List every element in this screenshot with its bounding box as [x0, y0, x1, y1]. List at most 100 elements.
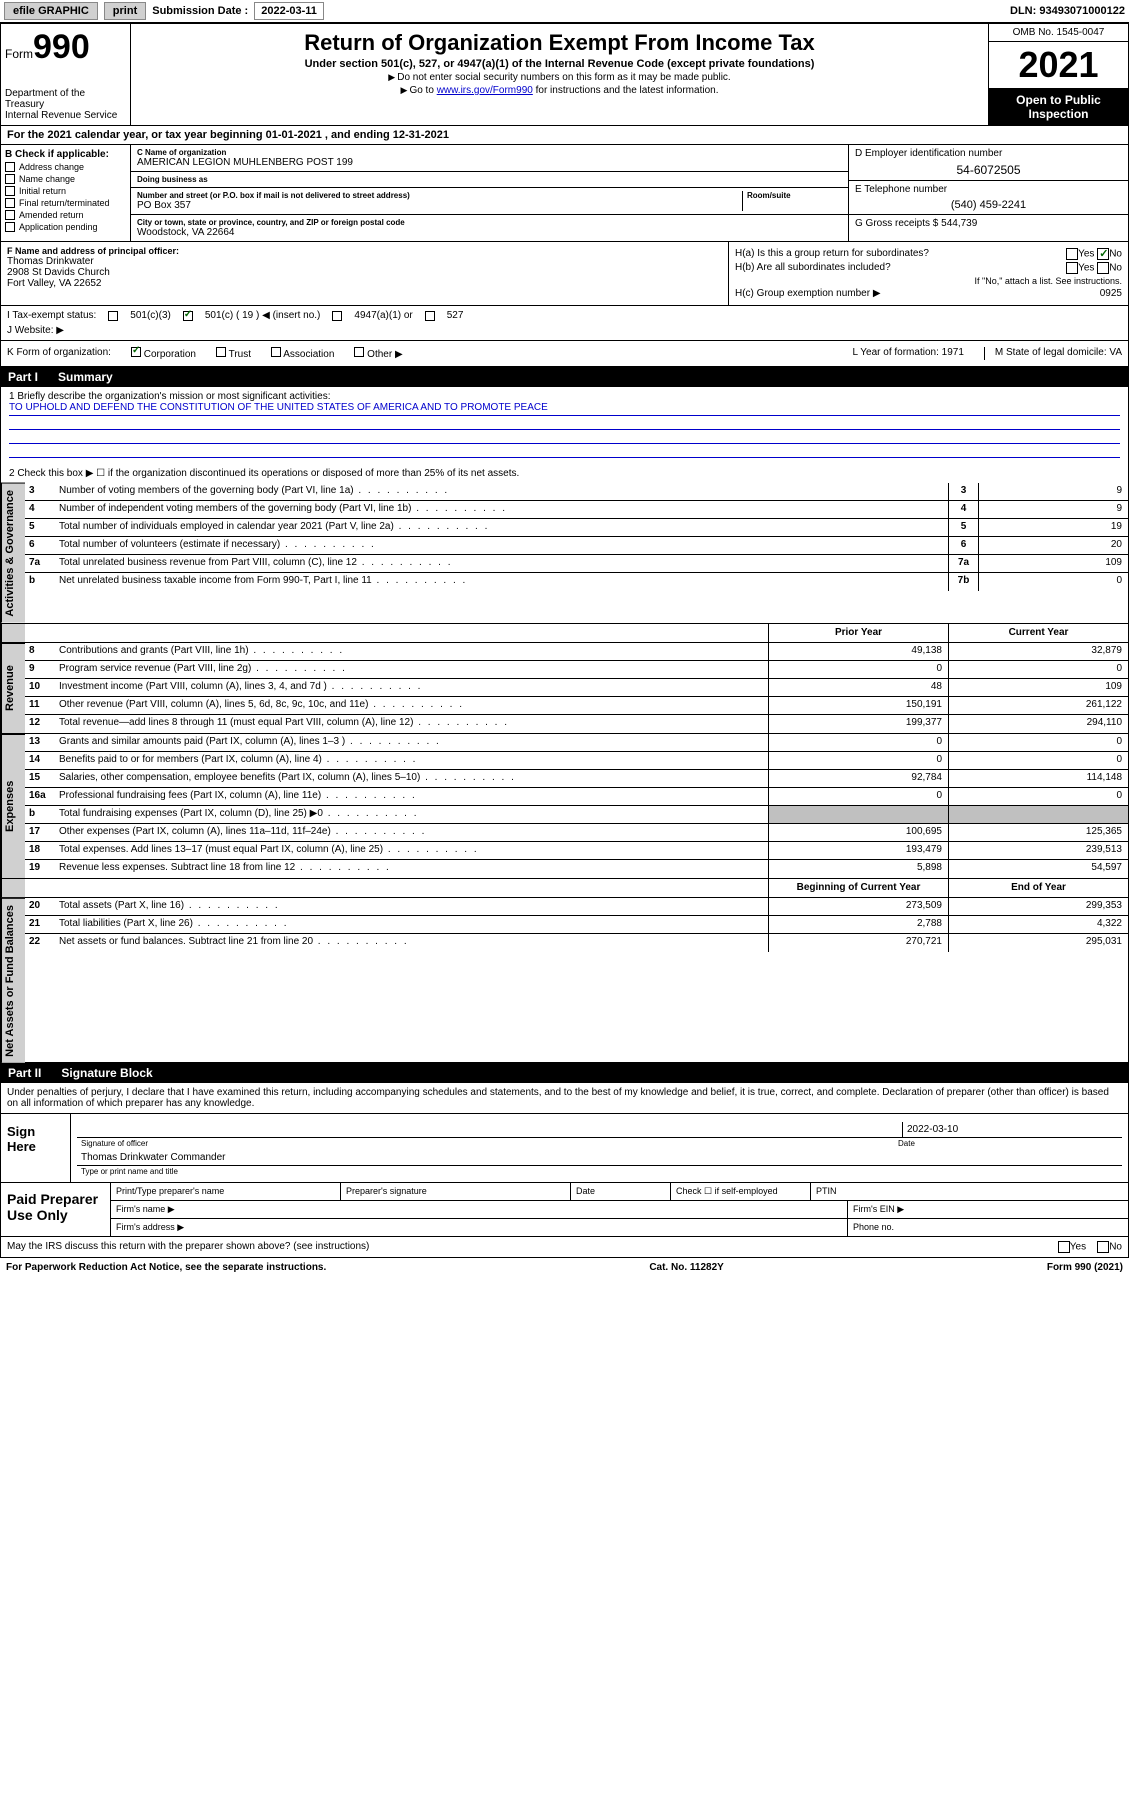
summary-row: 7aTotal unrelated business revenue from …: [25, 555, 1128, 573]
city-state-zip: Woodstock, VA 22664: [137, 227, 842, 238]
discuss-row: May the IRS discuss this return with the…: [0, 1237, 1129, 1258]
checkbox-application-pending[interactable]: [5, 222, 15, 232]
paid-preparer-label: Paid Preparer Use Only: [1, 1183, 111, 1236]
chk-corporation[interactable]: ✓: [131, 347, 141, 357]
officer-addr2: Fort Valley, VA 22652: [7, 278, 722, 289]
cat-number: Cat. No. 11282Y: [649, 1262, 723, 1273]
phone: (540) 459-2241: [855, 195, 1122, 211]
chk-trust[interactable]: [216, 347, 226, 357]
irs-link[interactable]: www.irs.gov/Form990: [437, 85, 533, 96]
summary-row: 15Salaries, other compensation, employee…: [25, 770, 1128, 788]
chk-501c3[interactable]: [108, 311, 118, 321]
summary-row: 9Program service revenue (Part VIII, lin…: [25, 661, 1128, 679]
part-1-body: 1 Briefly describe the organization's mi…: [0, 387, 1129, 1063]
ha-yes-checkbox[interactable]: [1066, 248, 1078, 260]
section-i: I Tax-exempt status: 501(c)(3) ✓501(c) (…: [0, 306, 1129, 341]
chk-association[interactable]: [271, 347, 281, 357]
netassets-section: Net Assets or Fund Balances 20Total asse…: [1, 898, 1128, 1063]
discuss-yes-checkbox[interactable]: [1058, 1241, 1070, 1253]
summary-row: bNet unrelated business taxable income f…: [25, 573, 1128, 591]
form-footer: Form 990 (2021): [1047, 1262, 1123, 1273]
hb-no-checkbox[interactable]: [1097, 262, 1109, 274]
discuss-no-checkbox[interactable]: [1097, 1241, 1109, 1253]
section-c: C Name of organization AMERICAN LEGION M…: [131, 145, 848, 241]
hb-yes-checkbox[interactable]: [1066, 262, 1078, 274]
efile-button[interactable]: efile GRAPHIC: [4, 2, 98, 20]
summary-row: 12Total revenue—add lines 8 through 11 (…: [25, 715, 1128, 733]
summary-row: 17Other expenses (Part IX, column (A), l…: [25, 824, 1128, 842]
summary-row: 18Total expenses. Add lines 13–17 (must …: [25, 842, 1128, 860]
signature-block: Under penalties of perjury, I declare th…: [0, 1083, 1129, 1183]
expenses-label: Expenses: [1, 734, 25, 878]
summary-row: 16aProfessional fundraising fees (Part I…: [25, 788, 1128, 806]
summary-row: 21Total liabilities (Part X, line 26)2,7…: [25, 916, 1128, 934]
mission-text: TO UPHOLD AND DEFEND THE CONSTITUTION OF…: [9, 402, 1120, 416]
officer-name: Thomas Drinkwater: [7, 256, 722, 267]
year-formation: 1971: [942, 347, 964, 358]
checkbox-address-change[interactable]: [5, 162, 15, 172]
ha-no-checkbox[interactable]: [1097, 248, 1109, 260]
summary-row: 13Grants and similar amounts paid (Part …: [25, 734, 1128, 752]
summary-row: 10Investment income (Part VIII, column (…: [25, 679, 1128, 697]
page-footer: For Paperwork Reduction Act Notice, see …: [0, 1258, 1129, 1277]
netassets-label: Net Assets or Fund Balances: [1, 898, 25, 1063]
paid-preparer-block: Paid Preparer Use Only Print/Type prepar…: [0, 1183, 1129, 1237]
form-header: Form 990 Department of the Treasury Inte…: [0, 23, 1129, 126]
chk-4947[interactable]: [332, 311, 342, 321]
revenue-label: Revenue: [1, 643, 25, 733]
chk-other[interactable]: [354, 347, 364, 357]
summary-row: bTotal fundraising expenses (Part IX, co…: [25, 806, 1128, 824]
signature-date: 2022-03-10: [902, 1122, 1122, 1137]
checkbox-final-return[interactable]: [5, 198, 15, 208]
dept-label: Department of the Treasury Internal Reve…: [5, 88, 126, 121]
summary-row: 14Benefits paid to or for members (Part …: [25, 752, 1128, 770]
paperwork-notice: For Paperwork Reduction Act Notice, see …: [6, 1262, 326, 1273]
sections-b-c-d: B Check if applicable: Address change Na…: [0, 145, 1129, 242]
checkbox-name-change[interactable]: [5, 174, 15, 184]
submission-label: Submission Date :: [152, 5, 248, 17]
officer-name-title: Thomas Drinkwater Commander: [77, 1150, 1122, 1165]
summary-row: 8Contributions and grants (Part VIII, li…: [25, 643, 1128, 661]
officer-addr1: 2908 St Davids Church: [7, 267, 722, 278]
section-a: For the 2021 calendar year, or tax year …: [0, 126, 1129, 145]
checkbox-amended-return[interactable]: [5, 210, 15, 220]
state-domicile: VA: [1109, 347, 1122, 358]
chk-527[interactable]: [425, 311, 435, 321]
end-year-header: End of Year: [948, 879, 1128, 897]
prior-year-header: Prior Year: [768, 624, 948, 642]
governance-section: Activities & Governance 3Number of votin…: [1, 483, 1128, 623]
section-f: F Name and address of principal officer:…: [1, 242, 728, 305]
section-b: B Check if applicable: Address change Na…: [1, 145, 131, 241]
org-name: AMERICAN LEGION MUHLENBERG POST 199: [137, 157, 842, 168]
mission-block: 1 Briefly describe the organization's mi…: [1, 387, 1128, 483]
form-subtitle: Under section 501(c), 527, or 4947(a)(1)…: [141, 58, 978, 70]
officer-signature-field[interactable]: [77, 1122, 902, 1137]
governance-label: Activities & Governance: [1, 483, 25, 623]
section-j: J Website: ▶: [7, 325, 1122, 336]
gross-receipts: 544,739: [941, 218, 977, 229]
form-title: Return of Organization Exempt From Incom…: [141, 30, 978, 56]
summary-row: 3Number of voting members of the governi…: [25, 483, 1128, 501]
form-note-1: Do not enter social security numbers on …: [141, 72, 978, 83]
submission-date: 2022-03-11: [254, 2, 324, 20]
sign-here-label: Sign Here: [1, 1114, 71, 1182]
open-inspection: Open to Public Inspection: [989, 89, 1128, 125]
print-button[interactable]: print: [104, 2, 146, 20]
form-note-2: Go to www.irs.gov/Form990 for instructio…: [141, 85, 978, 96]
expenses-section: Expenses 13Grants and similar amounts pa…: [1, 733, 1128, 878]
part-2-header: Part II Signature Block: [0, 1063, 1129, 1083]
chk-501c[interactable]: ✓: [183, 311, 193, 321]
sections-f-h: F Name and address of principal officer:…: [0, 242, 1129, 306]
begin-year-header: Beginning of Current Year: [768, 879, 948, 897]
declaration-text: Under penalties of perjury, I declare th…: [1, 1083, 1128, 1113]
current-year-header: Current Year: [948, 624, 1128, 642]
dln: DLN: 93493071000122: [1010, 5, 1125, 17]
street: PO Box 357: [137, 200, 742, 211]
tax-year: 2021: [989, 42, 1128, 89]
summary-row: 19Revenue less expenses. Subtract line 1…: [25, 860, 1128, 878]
summary-row: 6Total number of volunteers (estimate if…: [25, 537, 1128, 555]
omb-number: OMB No. 1545-0047: [989, 24, 1128, 42]
top-bar: efile GRAPHIC print Submission Date : 20…: [0, 0, 1129, 23]
part-1-header: Part I Summary: [0, 367, 1129, 387]
checkbox-initial-return[interactable]: [5, 186, 15, 196]
